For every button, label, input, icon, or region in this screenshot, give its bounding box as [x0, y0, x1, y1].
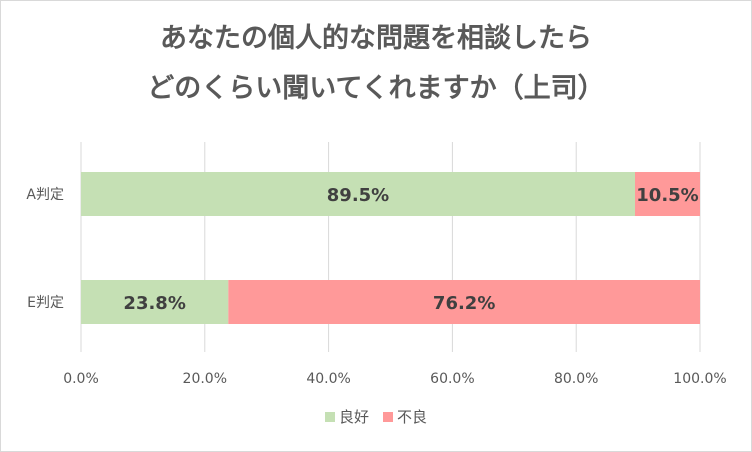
legend-swatch-bad	[383, 411, 393, 422]
legend-label-bad: 不良	[397, 408, 428, 426]
chart-title-line-1: あなたの個人的な問題を相談したら	[160, 23, 592, 54]
legend: 良好 不良	[0, 406, 752, 427]
data-label-0-0: 89.5%	[327, 185, 389, 206]
category-label-0: A判定	[26, 187, 64, 203]
x-tick-label-0: 0.0%	[63, 371, 99, 387]
data-label-1-0: 23.8%	[123, 293, 185, 314]
chart-title-line-2: どのくらい聞いてくれますか（上司）	[147, 73, 605, 104]
legend-label-good: 良好	[338, 408, 369, 426]
x-tick-label-3: 60.0%	[430, 371, 474, 387]
x-tick-label-5: 100.0%	[673, 371, 726, 387]
category-label-1: E判定	[27, 295, 64, 311]
legend-item-good: 良好	[324, 406, 369, 427]
x-tick-label-1: 20.0%	[183, 371, 227, 387]
data-label-1-1: 76.2%	[433, 293, 495, 314]
data-label-0-1: 10.5%	[636, 185, 698, 206]
x-tick-label-4: 80.0%	[554, 371, 598, 387]
bar-0-0	[81, 172, 636, 216]
bar-0-1	[635, 172, 700, 216]
legend-item-bad: 不良	[383, 406, 427, 427]
chart-title: あなたの個人的な問題を相談したら どのくらい聞いてくれますか（上司）	[0, 14, 752, 114]
bar-1-1	[228, 280, 700, 324]
bar-1-0	[81, 280, 229, 324]
x-tick-label-2: 40.0%	[306, 371, 350, 387]
legend-swatch-good	[324, 411, 335, 422]
